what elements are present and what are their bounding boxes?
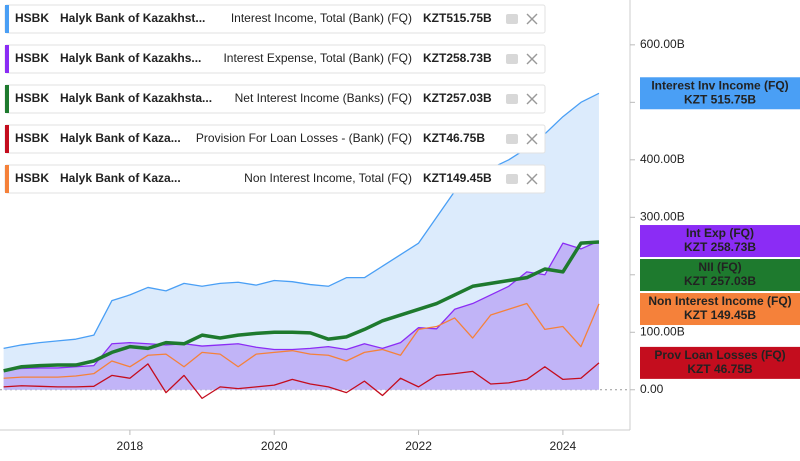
line [3, 302, 600, 379]
line [3, 362, 600, 400]
legend-entry: Net Interest Income (Banks) (FQ) [235, 91, 412, 105]
x-tick-label: 2018 [117, 439, 144, 453]
tag-title: Interest Inv Income (FQ) [651, 78, 788, 92]
legend-value: KZT257.03B [423, 91, 492, 105]
legend-company: Halyk Bank of Kazakhsta... [60, 91, 212, 105]
x-tick-label: 2024 [550, 439, 577, 453]
legend-close-button[interactable] [526, 93, 538, 105]
tag-box [640, 346, 800, 379]
line [3, 92, 600, 350]
legend-swatch [5, 125, 9, 153]
legend-value: KZT515.75B [423, 11, 492, 25]
tag-box [640, 77, 800, 110]
tag-value: KZT 515.75B [684, 92, 756, 106]
tag-box [640, 293, 800, 326]
close-stroke [526, 173, 538, 185]
line [3, 240, 600, 373]
plot-area [0, 92, 630, 400]
line [3, 240, 600, 371]
tag-title: Prov Loan Losses (FQ) [654, 348, 785, 362]
tag-title: Non Interest Income (FQ) [648, 294, 791, 308]
legend-ticker: HSBK [15, 91, 49, 105]
legend-ticker: HSBK [15, 11, 49, 25]
tag-title: Int Exp (FQ) [686, 226, 754, 240]
y-tick-label: 0.00 [640, 382, 664, 396]
legend-entry: Non Interest Income, Total (FQ) [244, 171, 412, 185]
tag-value: KZT 258.73B [684, 240, 756, 254]
legend-swatch [5, 5, 9, 33]
x-tick-label: 2022 [405, 439, 432, 453]
legend-entry: Provision For Loan Losses - (Bank) (FQ) [196, 131, 412, 145]
x-tick-label: 2020 [261, 439, 288, 453]
y-tick-label: 400.00B [640, 152, 685, 166]
y-tick-label: 600.00B [640, 37, 685, 51]
legend-swatch [5, 45, 9, 73]
close-stroke [526, 133, 538, 145]
legend-settings-icon[interactable] [506, 94, 518, 104]
legend-close-button[interactable] [526, 13, 538, 25]
close-stroke [526, 93, 538, 105]
legend-ticker: HSBK [15, 51, 49, 65]
y-tick-label: 300.00B [640, 209, 685, 223]
legend-value: KZT149.45B [423, 171, 492, 185]
close-stroke [526, 13, 538, 25]
legend-close-button[interactable] [526, 173, 538, 185]
legend-close-button[interactable] [526, 53, 538, 65]
close-stroke [526, 53, 538, 65]
tag-value: KZT 46.75B [687, 362, 753, 376]
legend-settings-icon[interactable] [506, 174, 518, 184]
area [3, 241, 599, 390]
legend-company: Halyk Bank of Kazakhs... [60, 51, 201, 65]
legend-close-button[interactable] [526, 133, 538, 145]
legend-value: KZT258.73B [423, 51, 492, 65]
legend-entry: Interest Income, Total (Bank) (FQ) [231, 11, 412, 25]
tag-box [640, 259, 800, 292]
tags: Interest Inv Income (FQ)KZT 515.75B Int E… [640, 77, 800, 379]
legend-settings-icon[interactable] [506, 54, 518, 64]
legend-settings-icon[interactable] [506, 14, 518, 24]
legend-settings-icon[interactable] [506, 134, 518, 144]
legend-value: KZT46.75B [423, 131, 485, 145]
legend: HSBK Halyk Bank of Kazakhst... Interest In… [4, 4, 546, 194]
tag-value: KZT 257.03B [684, 274, 756, 288]
legend-swatch [5, 165, 9, 193]
tag-value: KZT 149.45B [684, 308, 756, 322]
legend-swatch [5, 85, 9, 113]
legend-company: Halyk Bank of Kaza... [60, 131, 181, 145]
legend-ticker: HSBK [15, 131, 49, 145]
legend-entry: Interest Expense, Total (Bank) (FQ) [223, 51, 412, 65]
legend-company: Halyk Bank of Kazakhst... [60, 11, 205, 25]
legend-ticker: HSBK [15, 171, 49, 185]
legend-company: Halyk Bank of Kaza... [60, 171, 181, 185]
tag-title: NII (FQ) [698, 260, 741, 274]
tag-box [640, 225, 800, 258]
y-tick-label: 100.00B [640, 324, 685, 338]
